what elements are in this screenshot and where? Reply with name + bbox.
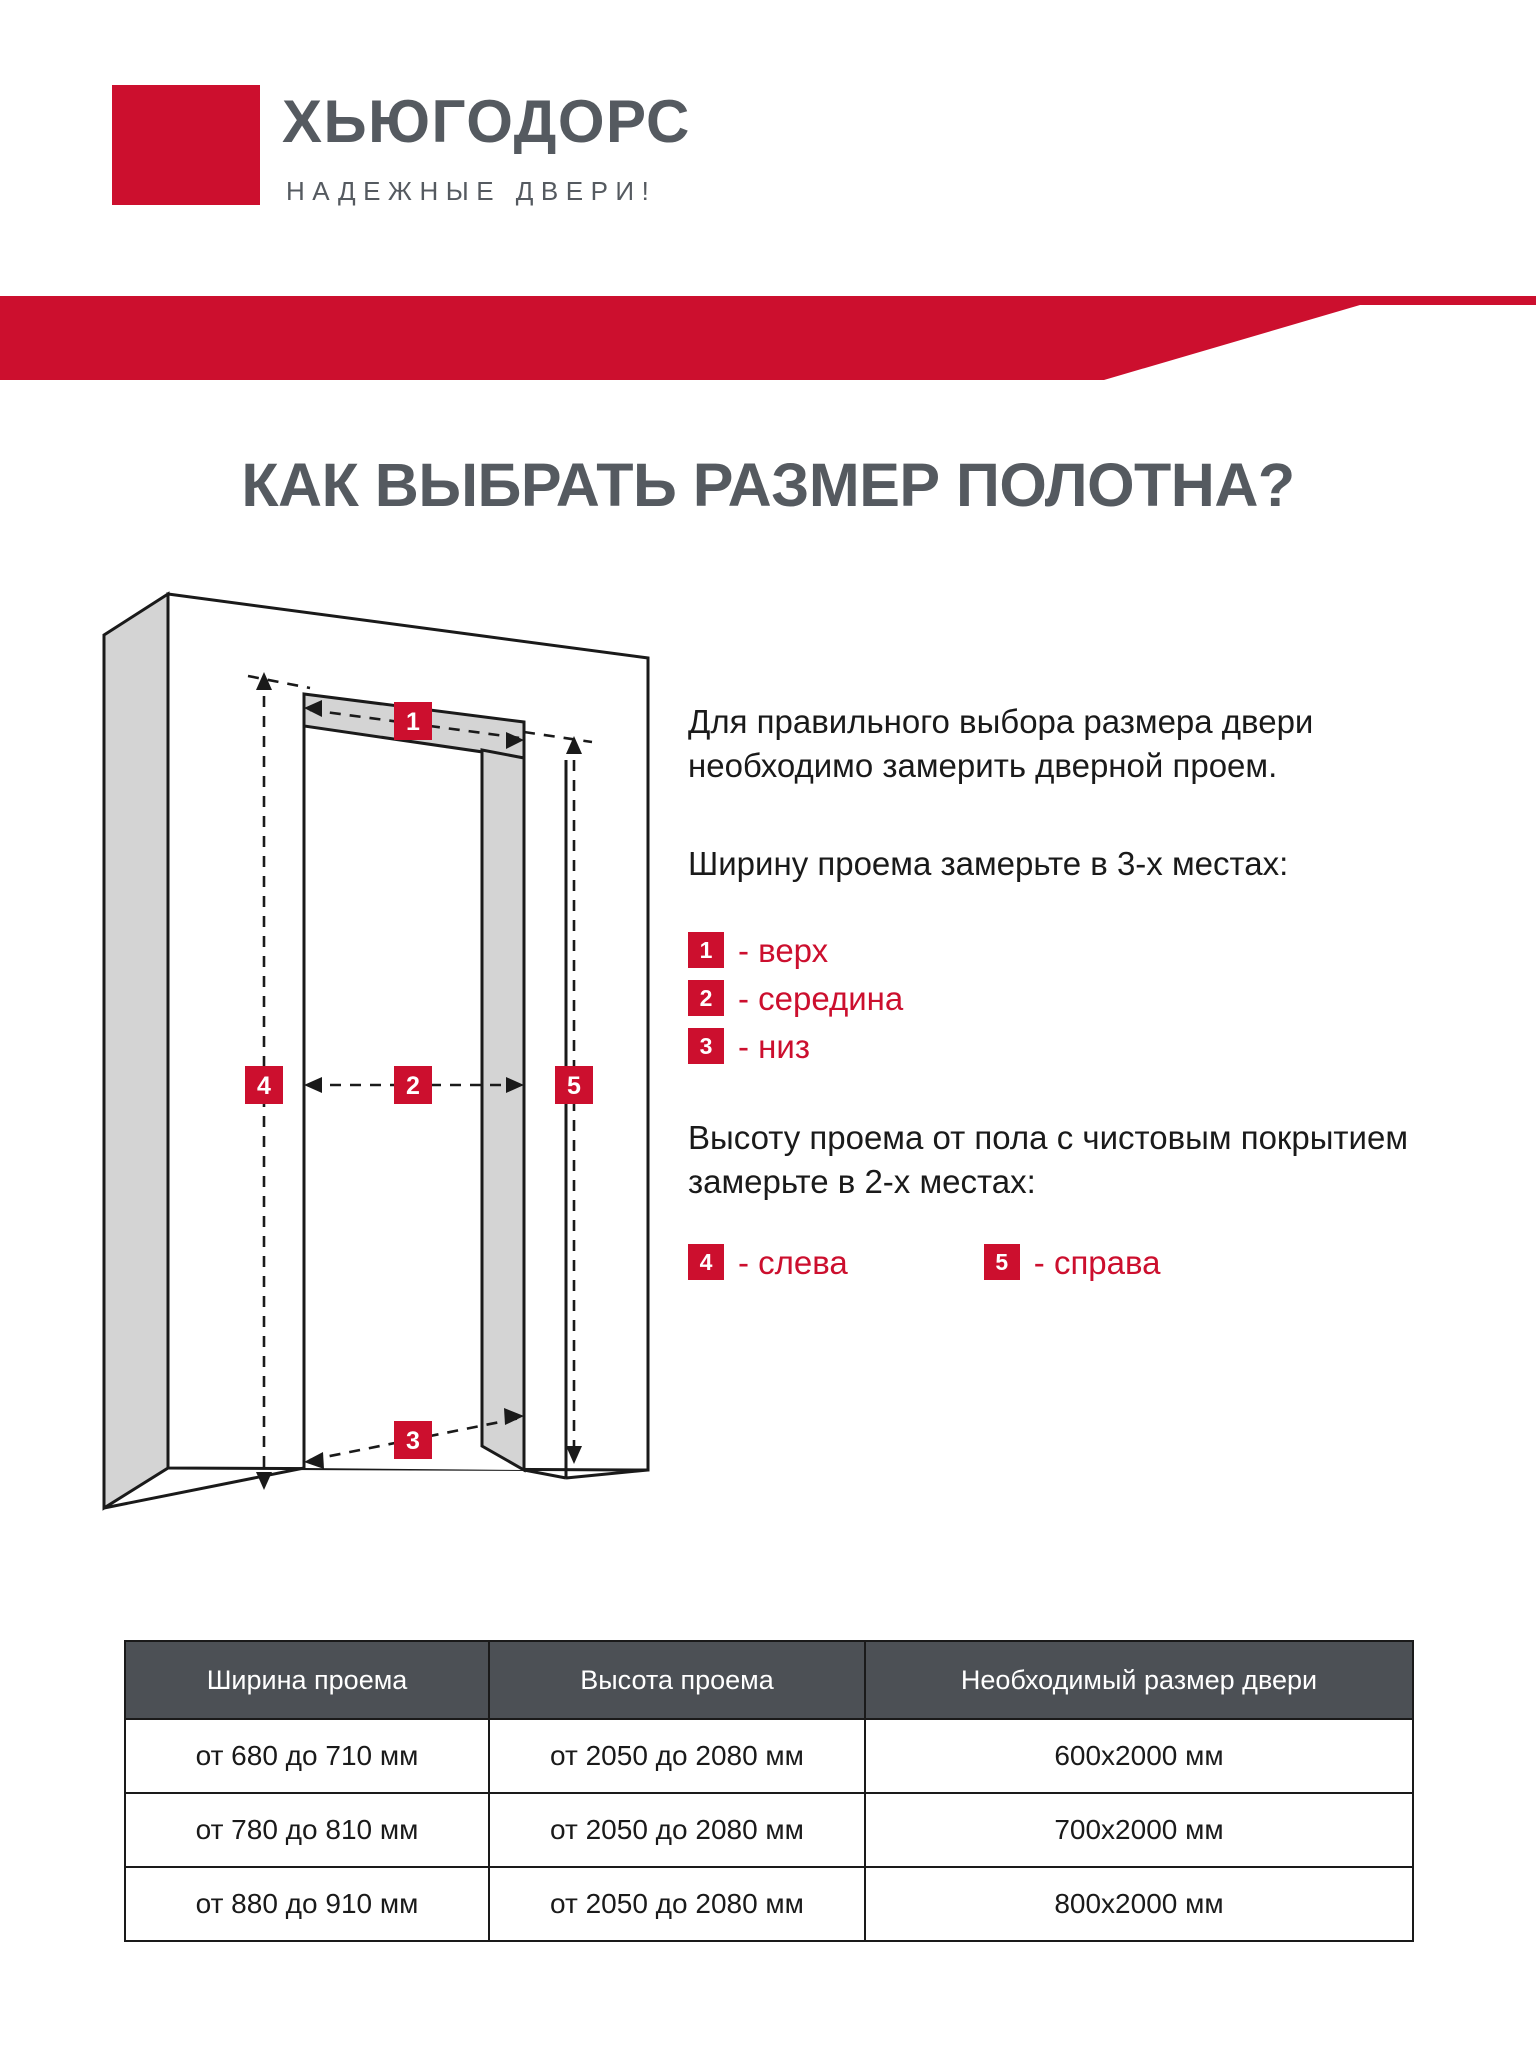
diagram-marker-2-label: 2 xyxy=(406,1072,420,1100)
diagram-marker-5-label: 5 xyxy=(567,1072,581,1100)
width-point-2-label: - середина xyxy=(738,979,904,1017)
instruction-width-heading: Ширину проема замерьте в 3-х местах: xyxy=(688,845,1289,882)
door-size-table: Ширина проема Высота проема Необходимый … xyxy=(124,1640,1414,1942)
diagram-marker-1: 1 xyxy=(394,702,432,740)
diagram-marker-5: 5 xyxy=(555,1066,593,1104)
opening-right-reveal xyxy=(480,748,526,1473)
height-point-5-label: - справа xyxy=(1033,1243,1161,1281)
cell-height: от 2050 до 2080 мм xyxy=(488,1718,866,1794)
diagram-marker-3-label: 3 xyxy=(406,1427,420,1455)
width-point-2: 2 - середина xyxy=(688,980,1428,1016)
wall-bottom-right-edge xyxy=(565,1468,649,1480)
diagram-marker-3: 3 xyxy=(394,1421,432,1459)
table-row: от 780 до 810 мм от 2050 до 2080 мм 700х… xyxy=(124,1792,1414,1868)
diagram-marker-4-label: 4 xyxy=(257,1072,271,1100)
height-point-4-label: - слева xyxy=(738,1243,848,1281)
page-title: КАК ВЫБРАТЬ РАЗМЕР ПОЛОТНА? xyxy=(241,451,1295,519)
cell-height: от 2050 до 2080 мм xyxy=(488,1866,866,1942)
decorative-red-banner xyxy=(0,296,1536,380)
cell-size: 600х2000 мм xyxy=(864,1718,1414,1794)
table-header-size: Необходимый размер двери xyxy=(864,1640,1414,1720)
height-point-4: 4 - слева xyxy=(688,1244,848,1280)
instructions-panel: Для правильного выбора размера двери нео… xyxy=(688,700,1428,1280)
logo-mark-icon xyxy=(112,85,260,205)
width-point-1: 1 - верх xyxy=(688,932,1428,968)
diagram-marker-1-label: 1 xyxy=(406,708,420,736)
cell-width: от 680 до 710 мм xyxy=(124,1718,490,1794)
width-point-1-label: - верх xyxy=(738,931,829,969)
cell-size: 800х2000 мм xyxy=(864,1866,1414,1942)
width-point-3: 3 - низ xyxy=(688,1028,1428,1064)
diagram-marker-2: 2 xyxy=(394,1066,432,1104)
cell-height: от 2050 до 2080 мм xyxy=(488,1792,866,1868)
table-header-row: Ширина проема Высота проема Необходимый … xyxy=(124,1640,1414,1720)
height-point-5: 5 - справа xyxy=(983,1243,1161,1281)
cell-size: 700х2000 мм xyxy=(864,1792,1414,1868)
badge-3: 3 xyxy=(688,1028,724,1064)
brand-wordmark: ХЬЮГОДОРС xyxy=(282,88,691,155)
width-points-list: 1 - верх 2 - середина 3 - низ xyxy=(688,932,1428,1064)
cell-width: от 880 до 910 мм xyxy=(124,1866,490,1942)
diagram-marker-4: 4 xyxy=(245,1066,283,1104)
table-header-width: Ширина проема xyxy=(124,1640,490,1720)
badge-4: 4 xyxy=(688,1244,724,1280)
table-row: от 880 до 910 мм от 2050 до 2080 мм 800х… xyxy=(124,1866,1414,1942)
instruction-height-heading: Высоту проема от пола с чистовым покрыти… xyxy=(688,1119,1409,1200)
height-points-list: 4 - слева 5 - справа xyxy=(688,1244,1428,1280)
extension-leader-top-left xyxy=(247,674,311,690)
diagram-marker-badges: 1 2 3 4 5 xyxy=(245,702,593,1459)
brand-tagline: НАДЕЖНЫЕ ДВЕРИ! xyxy=(286,176,657,206)
door-opening-diagram: 1 2 3 4 5 xyxy=(102,591,650,1511)
instruction-intro: Для правильного выбора размера двери нео… xyxy=(688,703,1314,784)
badge-2: 2 xyxy=(688,980,724,1016)
width-point-3-label: - низ xyxy=(738,1027,810,1065)
badge-5: 5 xyxy=(983,1244,1020,1280)
badge-1: 1 xyxy=(688,932,724,968)
table-header-height: Высота проема xyxy=(488,1640,866,1720)
cell-width: от 780 до 810 мм xyxy=(124,1792,490,1868)
dimension-arrowheads xyxy=(256,672,582,1490)
banner-shape xyxy=(0,296,1536,380)
wall-left-side-face xyxy=(102,591,170,1511)
table-row: от 680 до 710 мм от 2050 до 2080 мм 600х… xyxy=(124,1718,1414,1794)
wall-bottom-right-return xyxy=(523,1468,567,1480)
brand-header: ХЬЮГОДОРС НАДЕЖНЫЕ ДВЕРИ! xyxy=(0,0,1536,270)
